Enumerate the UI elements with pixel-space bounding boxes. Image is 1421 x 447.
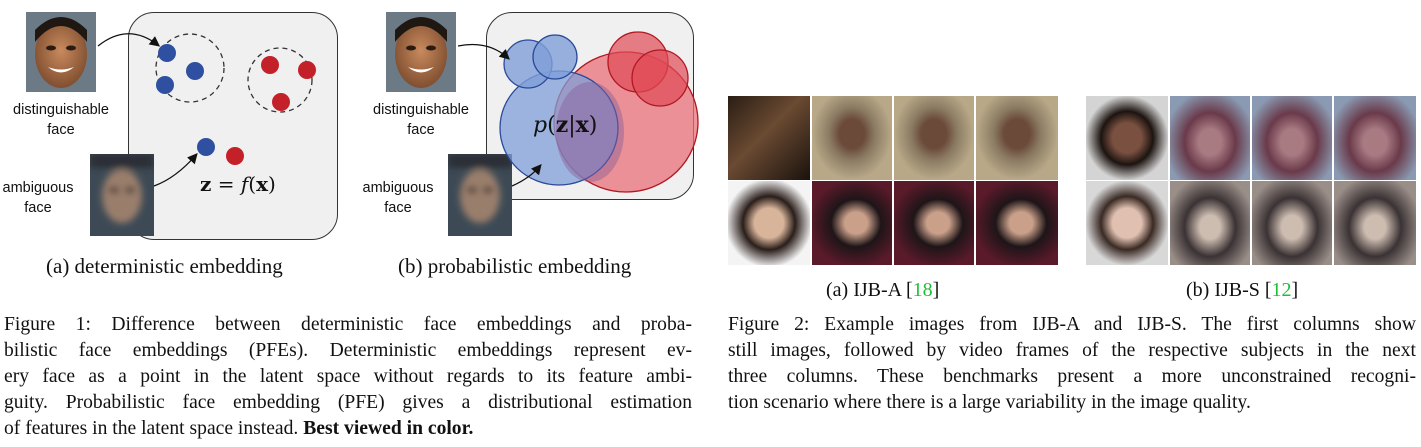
ijba-still-image-2	[728, 181, 810, 265]
formula-p-z-given-x: p(z|x)	[533, 112, 597, 138]
formula-arg: (x)	[248, 172, 276, 196]
subcaption-text: ]	[932, 279, 940, 301]
caption-text: of features in the latent space instead.	[4, 418, 304, 439]
distribution-overlap	[556, 82, 624, 182]
ambiguous-face-label-a: ambiguous face	[2, 180, 74, 216]
formula-eq: =	[211, 172, 241, 196]
distinguishable-face-label-b: distinguishable face	[373, 102, 469, 138]
formula-f: f	[240, 172, 249, 196]
caption-line: tion scenario where there is a large var…	[728, 392, 1251, 413]
formula-z: z	[200, 172, 212, 196]
blurred-face-icon	[90, 154, 154, 236]
ijba-still-image-1	[728, 96, 810, 180]
subcaption-ijba: (a) IJB-A [18]	[826, 279, 939, 302]
formula-p: p	[533, 113, 548, 138]
distribution-blue	[532, 34, 578, 80]
embedding-point-blue	[186, 62, 204, 80]
ijba-video-frame	[812, 96, 892, 180]
face-portrait-icon	[26, 12, 96, 92]
caption-line: Figure 2: Example images from IJB-A and …	[728, 314, 1416, 335]
distinguishable-face-image-b	[386, 12, 456, 92]
caption-line: three columns. These benchmarks present …	[728, 366, 1416, 387]
caption-line: guity. Probabilistic face embedding (PFE…	[4, 392, 692, 413]
ijba-video-frame	[894, 181, 974, 265]
ijba-video-frame	[894, 96, 974, 180]
embedding-point-red-ambiguous	[226, 147, 244, 165]
citation-link[interactable]: 12	[1271, 279, 1292, 301]
figure1-caption: Figure 1: Difference between determinist…	[4, 312, 692, 442]
ijbs-video-frame	[1334, 96, 1416, 180]
embedding-point-blue	[156, 76, 174, 94]
ijbs-video-frame	[1252, 181, 1332, 265]
embedding-diagram-a	[97, 33, 316, 187]
cluster-boundary-blue	[155, 33, 225, 103]
subcaption-text: (a) IJB-A [	[826, 279, 913, 301]
ijbs-still-image-2	[1086, 181, 1168, 265]
ijbs-video-frame	[1334, 181, 1416, 265]
arrow-icon	[457, 43, 510, 60]
ijbs-still-image-1	[1086, 96, 1168, 180]
cluster-boundary-red	[247, 47, 313, 113]
caption-line: bilistic face embeddings (PFEs). Determi…	[4, 340, 692, 361]
subcaption-text: ]	[1291, 279, 1299, 301]
ijbs-video-frame	[1170, 96, 1250, 180]
ambiguous-face-image-b	[448, 154, 512, 236]
embedding-point-red	[298, 61, 316, 79]
subcaption-probabilistic: (b) probabilistic embedding	[398, 254, 632, 278]
subcaption-ijbs: (b) IJB-S [12]	[1186, 279, 1298, 302]
subcaption-text: (b) IJB-S [	[1186, 279, 1272, 301]
arrow-icon	[153, 153, 198, 187]
embedding-point-blue-ambiguous	[197, 138, 215, 156]
distinguishable-face-label-a: distinguishable face	[13, 102, 109, 138]
arrow-icon	[511, 164, 542, 187]
arrow-icon	[97, 33, 161, 47]
face-portrait-icon	[386, 12, 456, 92]
blurred-face-icon	[448, 154, 512, 236]
caption-line: ery face as a point in the latent space …	[4, 366, 692, 387]
ijba-video-frame	[976, 181, 1058, 265]
ijba-video-frame	[976, 96, 1058, 180]
embedding-point-blue	[158, 44, 176, 62]
embedding-point-red	[261, 56, 279, 74]
ijbs-video-frame	[1252, 96, 1332, 180]
ambiguous-face-image-a	[90, 154, 154, 236]
subcaption-deterministic: (a) deterministic embedding	[46, 254, 283, 278]
ijbs-video-frame	[1170, 181, 1250, 265]
citation-link[interactable]: 18	[912, 279, 933, 301]
caption-line: still images, followed by video frames o…	[728, 340, 1416, 361]
formula-arg: (z|x)	[547, 112, 598, 138]
ambiguous-face-label-b: ambiguous face	[362, 180, 434, 216]
distinguishable-face-image-a	[26, 12, 96, 92]
embedding-point-red	[272, 93, 290, 111]
formula-z-equals-f-x: z = f(x)	[200, 172, 276, 196]
embedding-diagram-b	[457, 31, 699, 193]
caption-line: Figure 1: Difference between determinist…	[4, 314, 692, 335]
ijba-video-frame	[812, 181, 892, 265]
caption-line: of features in the latent space instead.…	[4, 416, 692, 442]
figure2-caption: Figure 2: Example images from IJB-A and …	[728, 312, 1416, 432]
caption-bold-text: Best viewed in color.	[303, 418, 474, 439]
distribution-red	[631, 49, 689, 107]
